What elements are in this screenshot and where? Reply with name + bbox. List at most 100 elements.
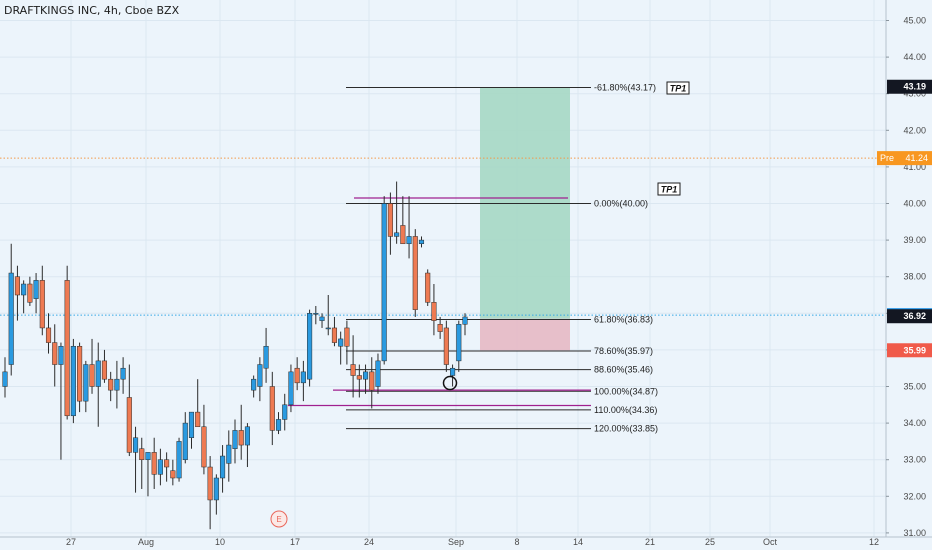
price-tick-label: 34.00 [903, 418, 926, 428]
fib-level-label: 0.00%(40.00) [594, 199, 648, 209]
candle-down [108, 378, 114, 391]
price-tick-label: 31.00 [903, 528, 926, 538]
price-tick-label: 39.00 [903, 235, 926, 245]
earnings-marker-label: E [276, 515, 281, 524]
stop-zone [480, 318, 570, 351]
time-tick-label: 10 [215, 537, 225, 547]
candle-down [412, 236, 418, 310]
candle-down [151, 452, 157, 475]
candle-down [126, 397, 132, 453]
price-tick-label: 45.00 [903, 16, 926, 26]
fib-level-label: 100.00%(34.87) [594, 386, 658, 396]
candle-down [425, 272, 431, 303]
time-tick-label: Oct [763, 537, 778, 547]
candle-up [288, 371, 294, 406]
candle-up [338, 338, 344, 347]
price-tick-label: 33.00 [903, 455, 926, 465]
candle-up [394, 232, 400, 237]
candle-up [226, 444, 232, 464]
grid-lines [0, 0, 886, 537]
candle-up [182, 422, 188, 460]
candle-down [331, 327, 338, 343]
fib-level-label: 61.80%(36.83) [594, 315, 653, 325]
time-tick-label: 27 [66, 537, 76, 547]
price-badge-label: 35.99 [903, 345, 926, 355]
candle-down [294, 367, 300, 384]
candle-up [213, 477, 219, 501]
time-tick-label: 17 [290, 537, 300, 547]
time-axis-pane [0, 537, 932, 550]
candle-up [251, 378, 257, 391]
candle-down [443, 327, 449, 365]
candle-up [418, 239, 425, 245]
premarket-badge-value: 41.24 [905, 153, 928, 163]
fib-level-label: 88.60%(35.46) [594, 365, 653, 375]
candle-up [58, 345, 64, 365]
candle-up [325, 327, 331, 330]
candle-up [263, 345, 269, 369]
time-tick-label: 12 [869, 537, 879, 547]
annotation-box [666, 81, 690, 95]
premarket-badge-prefix: Pre [880, 153, 894, 163]
candle-up [282, 404, 288, 420]
candle-down [431, 302, 437, 321]
candle-up [2, 371, 8, 387]
candle-down [39, 280, 45, 329]
candle-up [95, 360, 101, 387]
price-tick-label: 38.00 [903, 272, 926, 282]
price-badge [887, 343, 932, 358]
price-tick-label: 32.00 [903, 491, 926, 501]
candle-up [8, 272, 14, 365]
time-tick-label: 21 [645, 537, 655, 547]
candle-up [114, 378, 120, 391]
candle-up [220, 455, 226, 479]
price-badge-label: 36.92 [903, 311, 926, 321]
price-tick-label: 35.00 [903, 382, 926, 392]
circle-marker [442, 375, 458, 391]
time-axis: 27 Aug 10 17 24 Sep 8 14 21 25 Oct 12 [66, 537, 879, 547]
candle-up [456, 324, 462, 362]
candle-up [375, 360, 381, 387]
candle-up [257, 364, 263, 387]
candle-down [170, 470, 176, 479]
candle-down [14, 276, 20, 296]
price-badge [887, 79, 932, 94]
candle-down [356, 375, 362, 380]
candle-up [33, 280, 39, 299]
time-tick-label: Sep [448, 537, 464, 547]
plot-area: -61.80%(43.17) 0.00%(40.00) 61.80%(36.83) 7… [0, 81, 886, 530]
candle-down [139, 448, 145, 460]
candle-up [300, 371, 306, 384]
price-tick-label: 41.00 [903, 162, 926, 172]
candle-down [27, 283, 33, 303]
candle-down [369, 371, 375, 391]
candle-up [406, 236, 412, 245]
candle-down [77, 345, 83, 402]
time-tick-label: 14 [573, 537, 583, 547]
annotation-box [657, 182, 681, 196]
candle-down [387, 203, 393, 237]
candle-up [70, 345, 76, 417]
candle-up [21, 283, 27, 296]
candle-up [275, 419, 282, 431]
candle-up [313, 313, 319, 315]
candle-down [344, 327, 350, 347]
candle-up [188, 411, 195, 438]
premarket-badge [877, 151, 932, 166]
candle-down [350, 364, 356, 376]
annotation-label: TP1 [661, 185, 678, 195]
candle-up [157, 459, 163, 475]
fib-retracement: -61.80%(43.17) 0.00%(40.00) 61.80%(36.83) 7… [346, 82, 658, 434]
candle-down [64, 280, 70, 417]
candle-up [232, 430, 238, 449]
time-tick-label: 24 [364, 537, 374, 547]
candle-up [462, 316, 468, 325]
candle-up [145, 452, 151, 460]
price-badge-label: 43.19 [903, 82, 926, 92]
candle-down [195, 411, 201, 428]
candle-up [244, 426, 250, 446]
